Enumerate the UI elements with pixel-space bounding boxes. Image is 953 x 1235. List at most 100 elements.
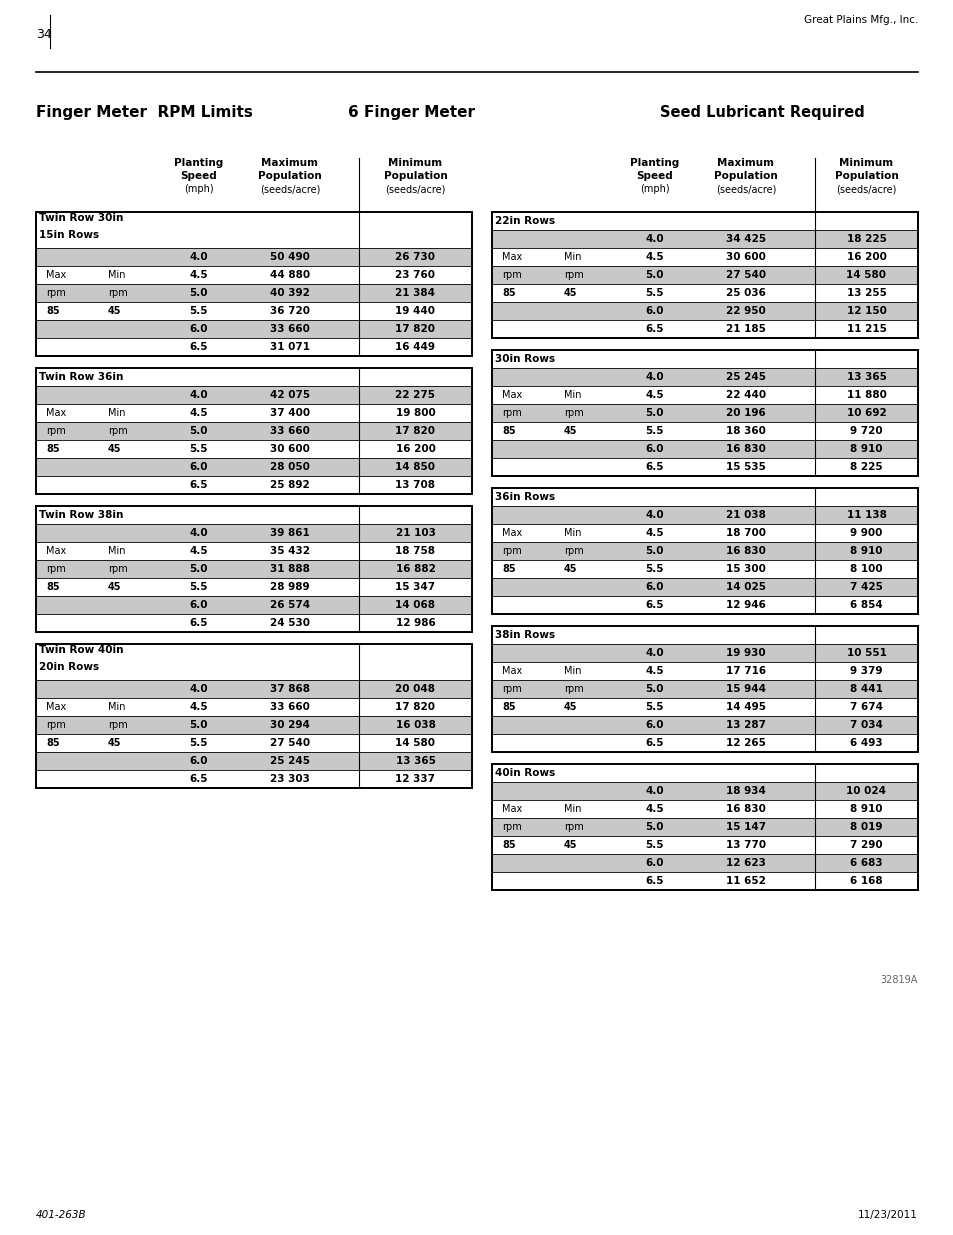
Text: 37 868: 37 868	[270, 684, 310, 694]
Text: 22 275: 22 275	[395, 390, 435, 400]
Text: 25 245: 25 245	[725, 372, 765, 382]
Text: 31 888: 31 888	[270, 564, 310, 574]
Text: 85: 85	[46, 582, 59, 592]
Text: 14 025: 14 025	[725, 582, 765, 592]
Bar	[36, 643, 472, 788]
Text: 9 379: 9 379	[849, 666, 882, 676]
Text: 26 574: 26 574	[270, 600, 310, 610]
Text: rpm: rpm	[46, 720, 66, 730]
Text: Great Plains Mfg., Inc.: Great Plains Mfg., Inc.	[802, 15, 917, 25]
Text: 45: 45	[563, 840, 577, 850]
Text: 36 720: 36 720	[270, 306, 310, 316]
Text: 5.0: 5.0	[644, 408, 663, 417]
Text: 5.5: 5.5	[644, 701, 663, 713]
Text: Max: Max	[501, 390, 521, 400]
Text: 45: 45	[563, 564, 577, 574]
Bar	[492, 818, 917, 836]
Text: 85: 85	[46, 445, 59, 454]
Text: 25 036: 25 036	[725, 288, 765, 298]
Text: 12 150: 12 150	[845, 306, 885, 316]
Bar	[492, 782, 917, 800]
Text: 6.0: 6.0	[644, 582, 663, 592]
Bar	[492, 506, 917, 524]
Text: 5.5: 5.5	[644, 564, 663, 574]
Bar	[36, 284, 472, 303]
Text: 16 882: 16 882	[395, 564, 435, 574]
Bar	[492, 836, 917, 853]
Text: 17 716: 17 716	[725, 666, 765, 676]
Text: 40 392: 40 392	[270, 288, 310, 298]
Bar	[492, 734, 917, 752]
Text: 6.0: 6.0	[189, 600, 208, 610]
Text: 23 303: 23 303	[270, 774, 310, 784]
Text: 4.5: 4.5	[644, 390, 663, 400]
Text: Planting: Planting	[629, 158, 679, 168]
Bar	[492, 440, 917, 458]
Text: 4.0: 4.0	[189, 252, 208, 262]
Text: 5.5: 5.5	[644, 426, 663, 436]
Text: 11 138: 11 138	[845, 510, 885, 520]
Bar	[492, 368, 917, 387]
Text: (seeds/acre): (seeds/acre)	[715, 184, 776, 194]
Bar	[36, 404, 472, 422]
Text: 33 660: 33 660	[270, 324, 310, 333]
Bar	[36, 716, 472, 734]
Text: rpm: rpm	[563, 408, 583, 417]
Text: 45: 45	[108, 306, 121, 316]
Bar	[492, 284, 917, 303]
Text: Population: Population	[258, 170, 321, 182]
Bar	[36, 266, 472, 284]
Bar	[36, 506, 472, 632]
Text: 6.5: 6.5	[189, 480, 208, 490]
Bar	[36, 524, 472, 542]
Text: (seeds/acre): (seeds/acre)	[836, 184, 896, 194]
Text: Max: Max	[501, 529, 521, 538]
Text: 20 196: 20 196	[725, 408, 765, 417]
Bar	[36, 422, 472, 440]
Text: 15in Rows: 15in Rows	[39, 230, 99, 240]
Text: 45: 45	[108, 739, 121, 748]
Text: 45: 45	[563, 701, 577, 713]
Text: 4.5: 4.5	[644, 529, 663, 538]
Text: 5.5: 5.5	[189, 739, 208, 748]
Text: Max: Max	[46, 270, 66, 280]
Text: 44 880: 44 880	[270, 270, 310, 280]
Bar	[36, 542, 472, 559]
Text: Max: Max	[46, 546, 66, 556]
Text: Min: Min	[108, 546, 126, 556]
Text: 17 820: 17 820	[395, 426, 435, 436]
Text: 4.5: 4.5	[189, 270, 208, 280]
Bar	[36, 368, 472, 494]
Text: 16 830: 16 830	[725, 546, 765, 556]
Text: rpm: rpm	[563, 823, 583, 832]
Bar	[36, 578, 472, 597]
Text: 6.5: 6.5	[644, 876, 663, 885]
Text: 13 708: 13 708	[395, 480, 435, 490]
Text: 32819A: 32819A	[880, 974, 917, 986]
Text: 23 760: 23 760	[395, 270, 435, 280]
Text: Min: Min	[108, 701, 126, 713]
Bar	[36, 559, 472, 578]
Bar	[36, 248, 472, 266]
Bar	[492, 578, 917, 597]
Text: 12 946: 12 946	[725, 600, 765, 610]
Text: 6 493: 6 493	[849, 739, 882, 748]
Text: 4.5: 4.5	[644, 804, 663, 814]
Text: Min: Min	[108, 408, 126, 417]
Bar	[492, 488, 917, 614]
Text: 85: 85	[501, 564, 515, 574]
Text: Twin Row 38in: Twin Row 38in	[39, 510, 123, 520]
Bar	[492, 212, 917, 338]
Text: Maximum: Maximum	[717, 158, 774, 168]
Text: rpm: rpm	[563, 546, 583, 556]
Text: 34: 34	[36, 28, 51, 41]
Text: 7 425: 7 425	[849, 582, 882, 592]
Bar	[36, 338, 472, 356]
Bar	[36, 734, 472, 752]
Text: (mph): (mph)	[639, 184, 669, 194]
Text: 9 900: 9 900	[849, 529, 882, 538]
Text: 35 432: 35 432	[270, 546, 310, 556]
Bar	[492, 387, 917, 404]
Text: 45: 45	[563, 426, 577, 436]
Bar	[36, 614, 472, 632]
